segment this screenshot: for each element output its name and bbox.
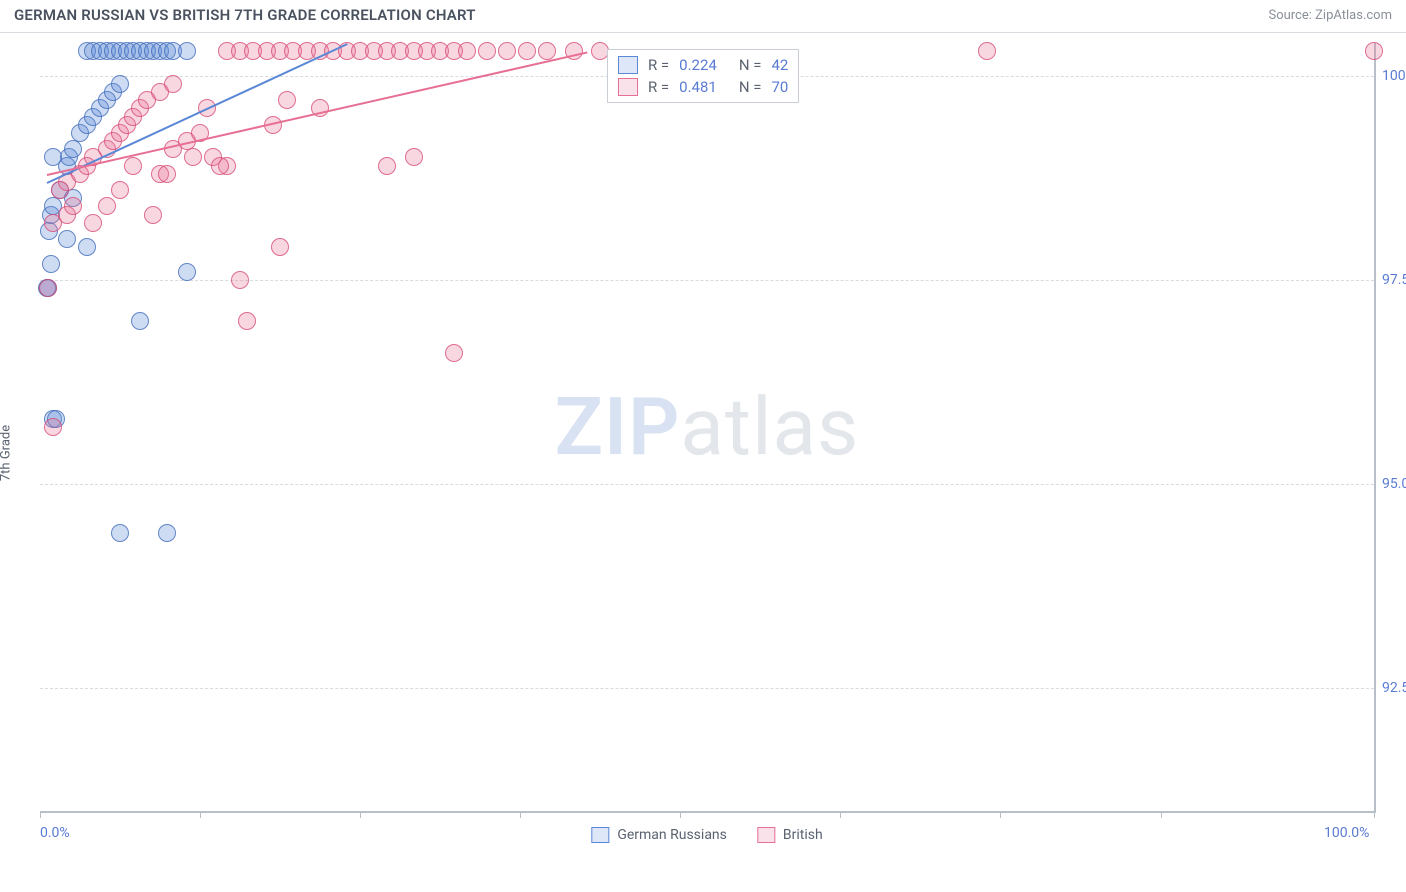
data-point	[231, 271, 249, 289]
data-point	[271, 238, 289, 256]
data-point	[184, 148, 202, 166]
gridline-h	[40, 484, 1374, 485]
data-point	[178, 263, 196, 281]
legend-label: British	[783, 827, 823, 843]
watermark-atlas: atlas	[680, 380, 859, 474]
data-point	[64, 140, 82, 158]
data-point	[378, 157, 396, 175]
legend-n-value: 42	[771, 56, 788, 74]
data-point	[178, 42, 196, 60]
legend-r-value: 0.224	[679, 56, 717, 74]
data-point	[84, 214, 102, 232]
data-point	[538, 42, 556, 60]
data-point	[158, 165, 176, 183]
y-tick-label: 100.0%	[1382, 68, 1406, 84]
watermark-zip: ZIP	[555, 380, 681, 474]
legend-swatch	[618, 78, 638, 96]
data-point	[518, 42, 536, 60]
legend-item: German Russians	[591, 827, 727, 843]
data-point	[98, 197, 116, 215]
y-tick-label: 92.5%	[1382, 680, 1406, 696]
x-tick	[1161, 811, 1162, 818]
data-point	[64, 197, 82, 215]
data-point	[44, 418, 62, 436]
data-point	[1365, 42, 1383, 60]
watermark: ZIPatlas	[555, 380, 860, 474]
data-point	[58, 230, 76, 248]
data-point	[238, 312, 256, 330]
data-point	[158, 524, 176, 542]
data-point	[458, 42, 476, 60]
data-point	[478, 42, 496, 60]
legend-label: German Russians	[617, 827, 727, 843]
x-tick-label: 100.0%	[1324, 825, 1369, 841]
legend-n-value: 70	[771, 78, 788, 96]
source-attribution: Source: ZipAtlas.com	[1268, 8, 1392, 23]
data-point	[144, 206, 162, 224]
legend-n-label: N =	[739, 78, 762, 96]
x-tick	[840, 811, 841, 818]
data-point	[445, 344, 463, 362]
legend-swatch	[618, 56, 638, 74]
legend-item: British	[757, 827, 823, 843]
legend-swatch	[591, 827, 609, 843]
y-tick-label: 95.0%	[1382, 476, 1406, 492]
data-point	[111, 524, 129, 542]
legend-r-value: 0.481	[679, 78, 717, 96]
legend-swatch	[757, 827, 775, 843]
data-point	[131, 312, 149, 330]
legend-row: R = 0.481 N = 70	[618, 76, 788, 98]
series-legend: German Russians British	[591, 827, 822, 843]
x-tick-label: 0.0%	[40, 825, 70, 841]
data-point	[124, 157, 142, 175]
data-point	[278, 91, 296, 109]
x-tick	[680, 811, 681, 818]
plot-region: ZIPatlas 92.5%95.0%97.5%100.0%0.0%100.0%…	[40, 43, 1376, 813]
x-tick	[360, 811, 361, 818]
x-tick	[40, 811, 41, 818]
data-point	[42, 255, 60, 273]
chart-area: 7th Grade ZIPatlas 92.5%95.0%97.5%100.0%…	[0, 33, 1406, 873]
data-point	[44, 148, 62, 166]
data-point	[405, 148, 423, 166]
data-point	[111, 75, 129, 93]
data-point	[211, 157, 229, 175]
data-point	[498, 42, 516, 60]
data-point	[78, 238, 96, 256]
chart-header: GERMAN RUSSIAN VS BRITISH 7TH GRADE CORR…	[0, 0, 1406, 33]
legend-row: R = 0.224 N = 42	[618, 54, 788, 76]
data-point	[111, 181, 129, 199]
y-tick-label: 97.5%	[1382, 272, 1406, 288]
legend-r-label: R =	[648, 78, 669, 96]
x-tick	[200, 811, 201, 818]
x-tick	[1000, 811, 1001, 818]
x-tick	[1374, 811, 1375, 818]
y-axis-label: 7th Grade	[0, 425, 14, 481]
data-point	[39, 279, 57, 297]
x-tick	[520, 811, 521, 818]
legend-n-label: N =	[739, 56, 762, 74]
correlation-legend: R = 0.224 N = 42 R = 0.481 N = 70	[607, 49, 799, 103]
data-point	[978, 42, 996, 60]
gridline-h	[40, 688, 1374, 689]
legend-r-label: R =	[648, 56, 669, 74]
chart-title: GERMAN RUSSIAN VS BRITISH 7TH GRADE CORR…	[14, 6, 476, 24]
data-point	[164, 75, 182, 93]
